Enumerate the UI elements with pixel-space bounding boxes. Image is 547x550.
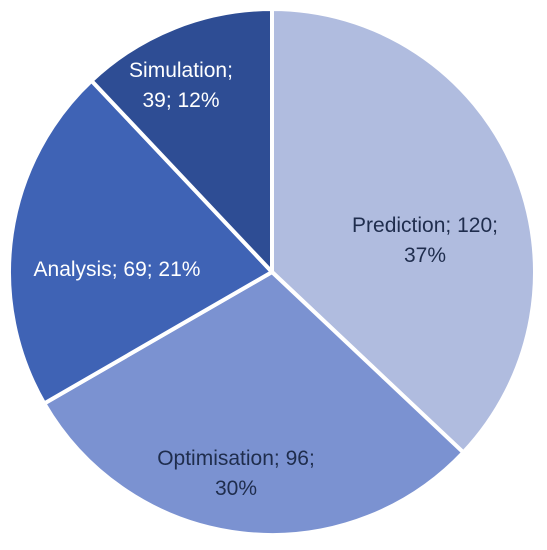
data-label-line: 37% <box>404 244 446 267</box>
data-label-simulation: Simulation; 39; 12% <box>129 59 233 112</box>
pie-slice-optimisation <box>42 270 466 537</box>
data-label-line: 30% <box>215 477 257 500</box>
pie-slice-analysis <box>7 78 274 406</box>
data-label-line: Prediction; 120; <box>352 214 498 237</box>
data-label-prediction: Prediction; 120; 37% <box>352 214 498 267</box>
pie-slice-prediction <box>270 7 537 455</box>
data-label-analysis: Analysis; 69; 21% <box>34 258 201 281</box>
data-label-optimisation: Optimisation; 96; 30% <box>157 447 315 500</box>
pie-slice-simulation <box>89 7 274 274</box>
data-label-line: Optimisation; 96; <box>157 447 315 470</box>
data-label-line: 39; 12% <box>142 89 219 112</box>
data-label-line: Analysis; 69; 21% <box>34 258 201 281</box>
data-label-line: Simulation; <box>129 59 233 82</box>
